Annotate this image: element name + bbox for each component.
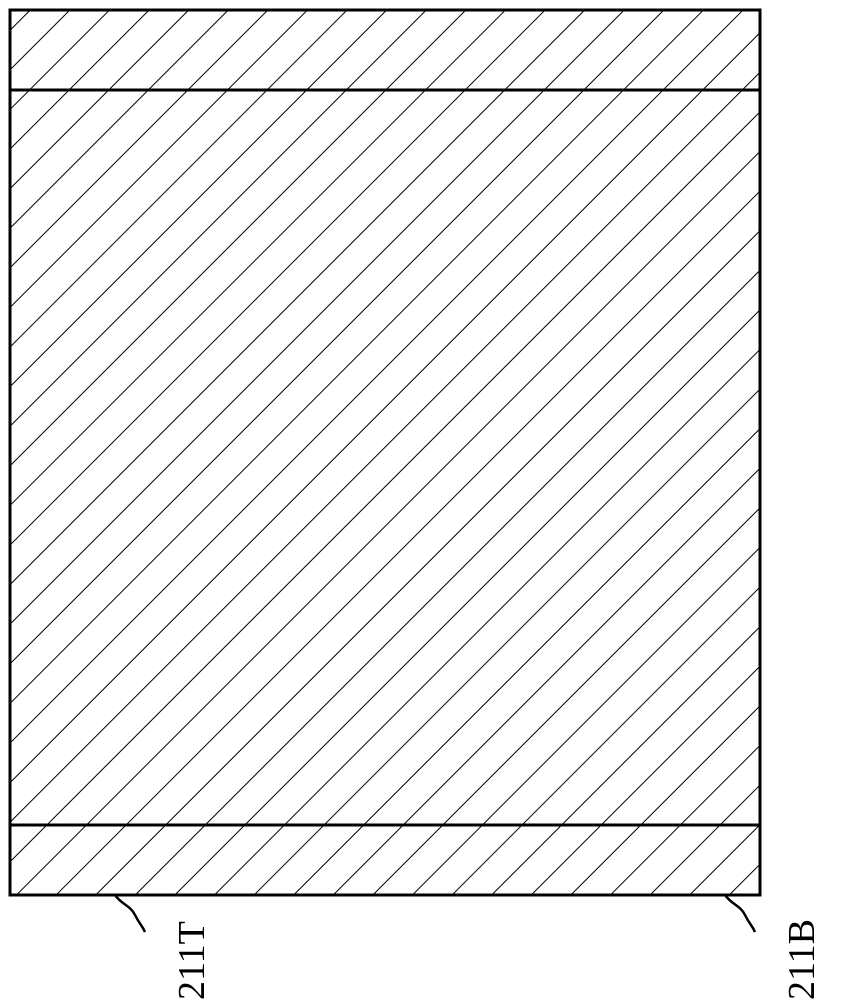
- lead-211T: [115, 895, 145, 932]
- diagram-svg: [0, 0, 861, 1000]
- lead-211B: [725, 895, 755, 932]
- cross-section-figure: 211T 211B: [0, 0, 861, 1000]
- label-211B: 211B: [780, 919, 824, 1000]
- hatched-body: [10, 10, 760, 895]
- label-211T: 211T: [170, 921, 214, 1000]
